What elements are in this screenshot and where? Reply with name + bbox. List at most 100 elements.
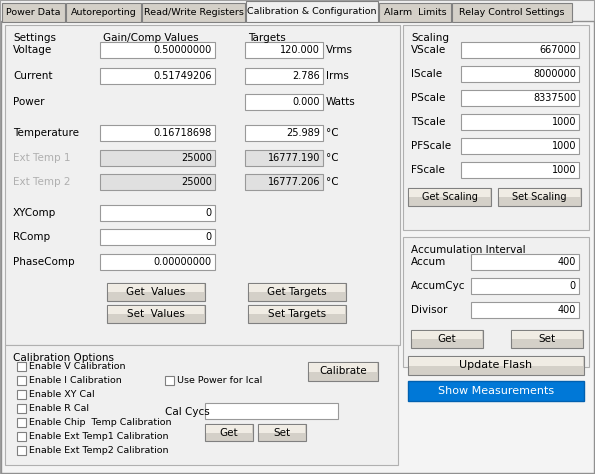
Bar (100, 174, 215, 190)
Bar (408, 356, 584, 375)
Text: °C: °C (326, 153, 339, 163)
Text: 400: 400 (558, 305, 576, 315)
Bar (100, 254, 215, 270)
Text: 2.786: 2.786 (292, 71, 320, 81)
Text: Enable XY Cal: Enable XY Cal (29, 390, 95, 399)
Text: 0.50000000: 0.50000000 (154, 45, 212, 55)
Text: Power: Power (13, 97, 45, 107)
Bar (142, 3, 245, 22)
Bar (17, 404, 26, 413)
Bar (511, 330, 583, 348)
Text: Enable Ext Temp2 Calibration: Enable Ext Temp2 Calibration (29, 446, 168, 455)
Bar (411, 330, 483, 348)
Bar (165, 376, 174, 385)
Bar (379, 3, 451, 22)
Bar (452, 3, 572, 22)
Bar (245, 42, 323, 58)
Bar (408, 188, 491, 206)
Bar (471, 302, 579, 318)
Text: Vrms: Vrms (326, 45, 353, 55)
Bar (248, 305, 346, 323)
Text: Voltage: Voltage (13, 45, 52, 55)
Text: 16777.206: 16777.206 (268, 177, 320, 187)
Bar (249, 306, 345, 314)
Bar (461, 138, 579, 154)
Text: PFScale: PFScale (411, 141, 451, 151)
Bar (403, 237, 589, 367)
Text: Ext Temp 1: Ext Temp 1 (13, 153, 70, 163)
Text: VScale: VScale (411, 45, 446, 55)
Text: AccumCyc: AccumCyc (411, 281, 465, 291)
Text: Settings: Settings (13, 33, 56, 43)
Text: Autoreporting: Autoreporting (71, 8, 136, 17)
Bar (403, 25, 589, 230)
Bar (471, 278, 579, 294)
Text: Accum: Accum (411, 257, 446, 267)
Text: Get Scaling: Get Scaling (422, 192, 477, 202)
Bar (100, 68, 215, 84)
Bar (17, 432, 26, 441)
Bar (2, 3, 65, 22)
Text: 0.51749206: 0.51749206 (154, 71, 212, 81)
Bar (461, 66, 579, 82)
Bar (409, 357, 583, 365)
Bar (107, 283, 205, 301)
Text: 8337500: 8337500 (533, 93, 576, 103)
Text: Targets: Targets (248, 33, 286, 43)
Bar (249, 284, 345, 292)
Bar (258, 424, 306, 441)
Text: 25000: 25000 (181, 177, 212, 187)
Text: Set  Values: Set Values (127, 309, 185, 319)
Bar (246, 1, 378, 22)
Text: Use Power for Ical: Use Power for Ical (177, 376, 262, 385)
Bar (100, 42, 215, 58)
Text: FScale: FScale (411, 165, 445, 175)
Text: Set Scaling: Set Scaling (512, 192, 567, 202)
Bar (66, 3, 141, 22)
Text: Enable Chip  Temp Calibration: Enable Chip Temp Calibration (29, 418, 171, 427)
Text: IScale: IScale (411, 69, 442, 79)
Bar (100, 125, 215, 141)
Text: PScale: PScale (411, 93, 446, 103)
Bar (100, 229, 215, 245)
Text: Alarm  Limits: Alarm Limits (384, 8, 446, 17)
Text: XYComp: XYComp (13, 208, 57, 218)
Bar (107, 305, 205, 323)
Bar (308, 362, 378, 381)
Text: Enable Ext Temp1 Calibration: Enable Ext Temp1 Calibration (29, 432, 168, 441)
Text: TScale: TScale (411, 117, 446, 127)
Text: 0: 0 (570, 281, 576, 291)
Text: Accumulation Interval: Accumulation Interval (411, 245, 525, 255)
Text: Get  Values: Get Values (126, 287, 186, 297)
Text: Get Targets: Get Targets (267, 287, 327, 297)
Text: 667000: 667000 (539, 45, 576, 55)
Bar (17, 418, 26, 427)
Bar (17, 390, 26, 399)
Text: Calibration Options: Calibration Options (13, 353, 114, 363)
Text: 0: 0 (206, 208, 212, 218)
Text: Read/Write Registers: Read/Write Registers (143, 8, 243, 17)
Bar (245, 150, 323, 166)
Bar (471, 254, 579, 270)
Text: Scaling: Scaling (411, 33, 449, 43)
Text: Enable I Calibration: Enable I Calibration (29, 376, 122, 385)
Text: Irms: Irms (326, 71, 349, 81)
Text: Set: Set (538, 334, 556, 344)
Text: Set Targets: Set Targets (268, 309, 326, 319)
Text: 1000: 1000 (552, 141, 576, 151)
Text: °C: °C (326, 128, 339, 138)
Bar (512, 331, 582, 339)
Bar (461, 114, 579, 130)
Bar (499, 189, 580, 197)
Text: °C: °C (326, 177, 339, 187)
Bar (108, 306, 204, 314)
Bar (108, 284, 204, 292)
Text: Watts: Watts (326, 97, 356, 107)
Text: Cal Cycs: Cal Cycs (165, 407, 210, 417)
Bar (100, 150, 215, 166)
Text: Power Data: Power Data (7, 8, 61, 17)
Bar (409, 189, 490, 197)
Text: RComp: RComp (13, 232, 50, 242)
Text: 1000: 1000 (552, 117, 576, 127)
Text: PhaseComp: PhaseComp (13, 257, 74, 267)
